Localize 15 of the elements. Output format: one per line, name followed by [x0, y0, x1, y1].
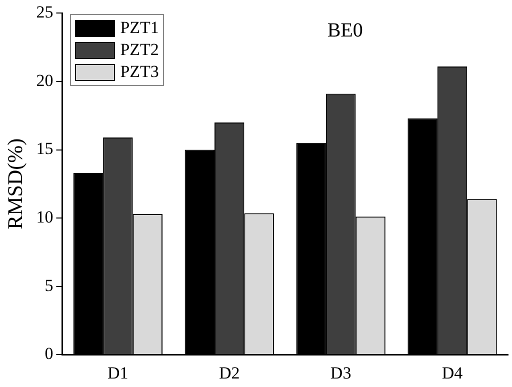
x-tick-label: D1	[108, 363, 128, 382]
x-tick-label: D2	[218, 363, 240, 382]
y-tick-label: 25	[36, 2, 54, 22]
legend-label: PZT2	[120, 40, 159, 60]
y-axis-title: RMSD(%)	[3, 138, 28, 230]
y-tick-label: 10	[36, 208, 54, 227]
y-tick-label: 15	[36, 139, 54, 158]
x-tick-label: D4	[442, 363, 464, 382]
legend-label: PZT3	[120, 62, 159, 82]
chart-title: BE0	[327, 19, 363, 42]
y-tick-label: 0	[44, 344, 54, 364]
legend-label: PZT1	[120, 18, 159, 38]
x-tick-label: D3	[330, 363, 352, 382]
y-tick-label: 20	[36, 70, 54, 90]
y-tick-label: 5	[44, 276, 54, 295]
